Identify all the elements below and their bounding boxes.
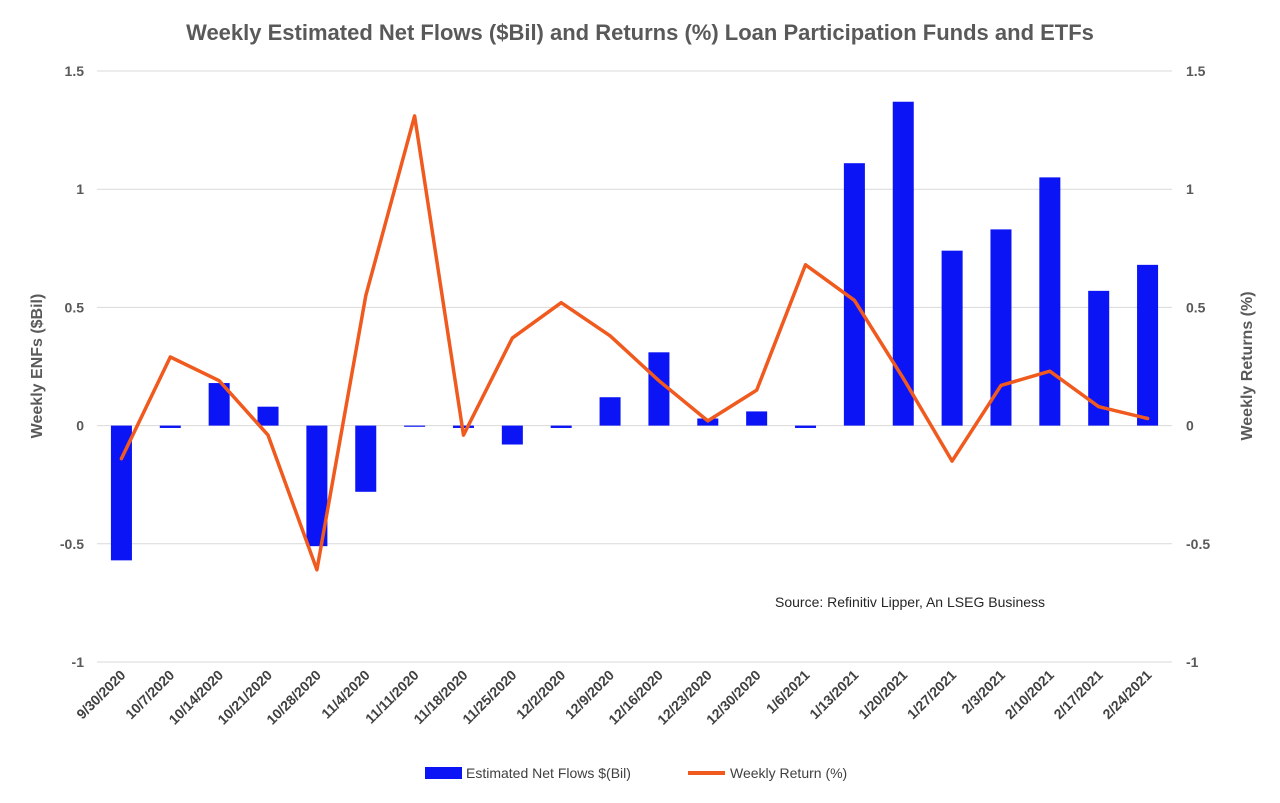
legend: Estimated Net Flows $(Bil) Weekly Return… bbox=[425, 765, 847, 781]
bar-net-flows bbox=[746, 411, 768, 426]
bar-net-flows bbox=[501, 425, 523, 445]
y-tick-label-left: 1.5 bbox=[65, 63, 85, 79]
bar-net-flows bbox=[159, 425, 181, 428]
y-tick-label-left: -0.5 bbox=[60, 536, 84, 552]
y-tick-label-left: 0 bbox=[76, 418, 84, 434]
line-weekly-return bbox=[119, 114, 1150, 572]
y-axis-left: -1 -0.5 0 0.5 1 1.5 bbox=[60, 63, 84, 670]
legend-label-weekly-return: Weekly Return (%) bbox=[730, 765, 847, 781]
bar-net-flows bbox=[941, 250, 963, 426]
bar-net-flows bbox=[404, 425, 426, 427]
bar-net-flows bbox=[257, 406, 279, 426]
bar-net-flows bbox=[208, 383, 230, 426]
bar-net-flows bbox=[550, 425, 572, 428]
y-tick-label-left: -1 bbox=[72, 654, 85, 670]
gridlines bbox=[97, 70, 1172, 663]
bar-net-flows bbox=[892, 101, 914, 426]
y-tick-label-right: 1 bbox=[1186, 181, 1194, 197]
bar-net-flows bbox=[306, 425, 328, 547]
bar-net-flows bbox=[1039, 177, 1061, 426]
y-tick-label-right: -0.5 bbox=[1186, 536, 1210, 552]
bar-net-flows bbox=[990, 229, 1012, 426]
y-tick-label-right: 1.5 bbox=[1186, 63, 1206, 79]
legend-swatch-net-flows bbox=[425, 767, 462, 779]
bar-net-flows bbox=[110, 425, 132, 561]
y-tick-label-right: 0.5 bbox=[1186, 299, 1206, 315]
bar-net-flows bbox=[599, 397, 621, 426]
y-tick-label-right: -1 bbox=[1186, 654, 1199, 670]
chart-title: Weekly Estimated Net Flows ($Bil) and Re… bbox=[186, 20, 1094, 45]
y-axis-right: -1 -0.5 0 0.5 1 1.5 bbox=[1186, 63, 1210, 670]
bar-series bbox=[110, 101, 1159, 561]
y-tick-label-left: 1 bbox=[76, 181, 84, 197]
line-series bbox=[119, 114, 1150, 572]
bar-net-flows bbox=[648, 352, 670, 426]
y-axis-right-title: Weekly Returns (%) bbox=[1239, 291, 1256, 440]
y-tick-label-right: 0 bbox=[1186, 418, 1194, 434]
y-axis-left-title: Weekly ENFs ($Bil) bbox=[29, 294, 46, 439]
source-annotation: Source: Refinitiv Lipper, An LSEG Busine… bbox=[775, 594, 1045, 610]
y-tick-label-left: 0.5 bbox=[65, 299, 85, 315]
bar-net-flows bbox=[355, 425, 377, 492]
bar-net-flows bbox=[795, 425, 817, 428]
bar-net-flows bbox=[843, 163, 865, 426]
legend-label-net-flows: Estimated Net Flows $(Bil) bbox=[466, 765, 631, 781]
bar-net-flows bbox=[1137, 264, 1159, 426]
bar-net-flows bbox=[1088, 290, 1110, 426]
